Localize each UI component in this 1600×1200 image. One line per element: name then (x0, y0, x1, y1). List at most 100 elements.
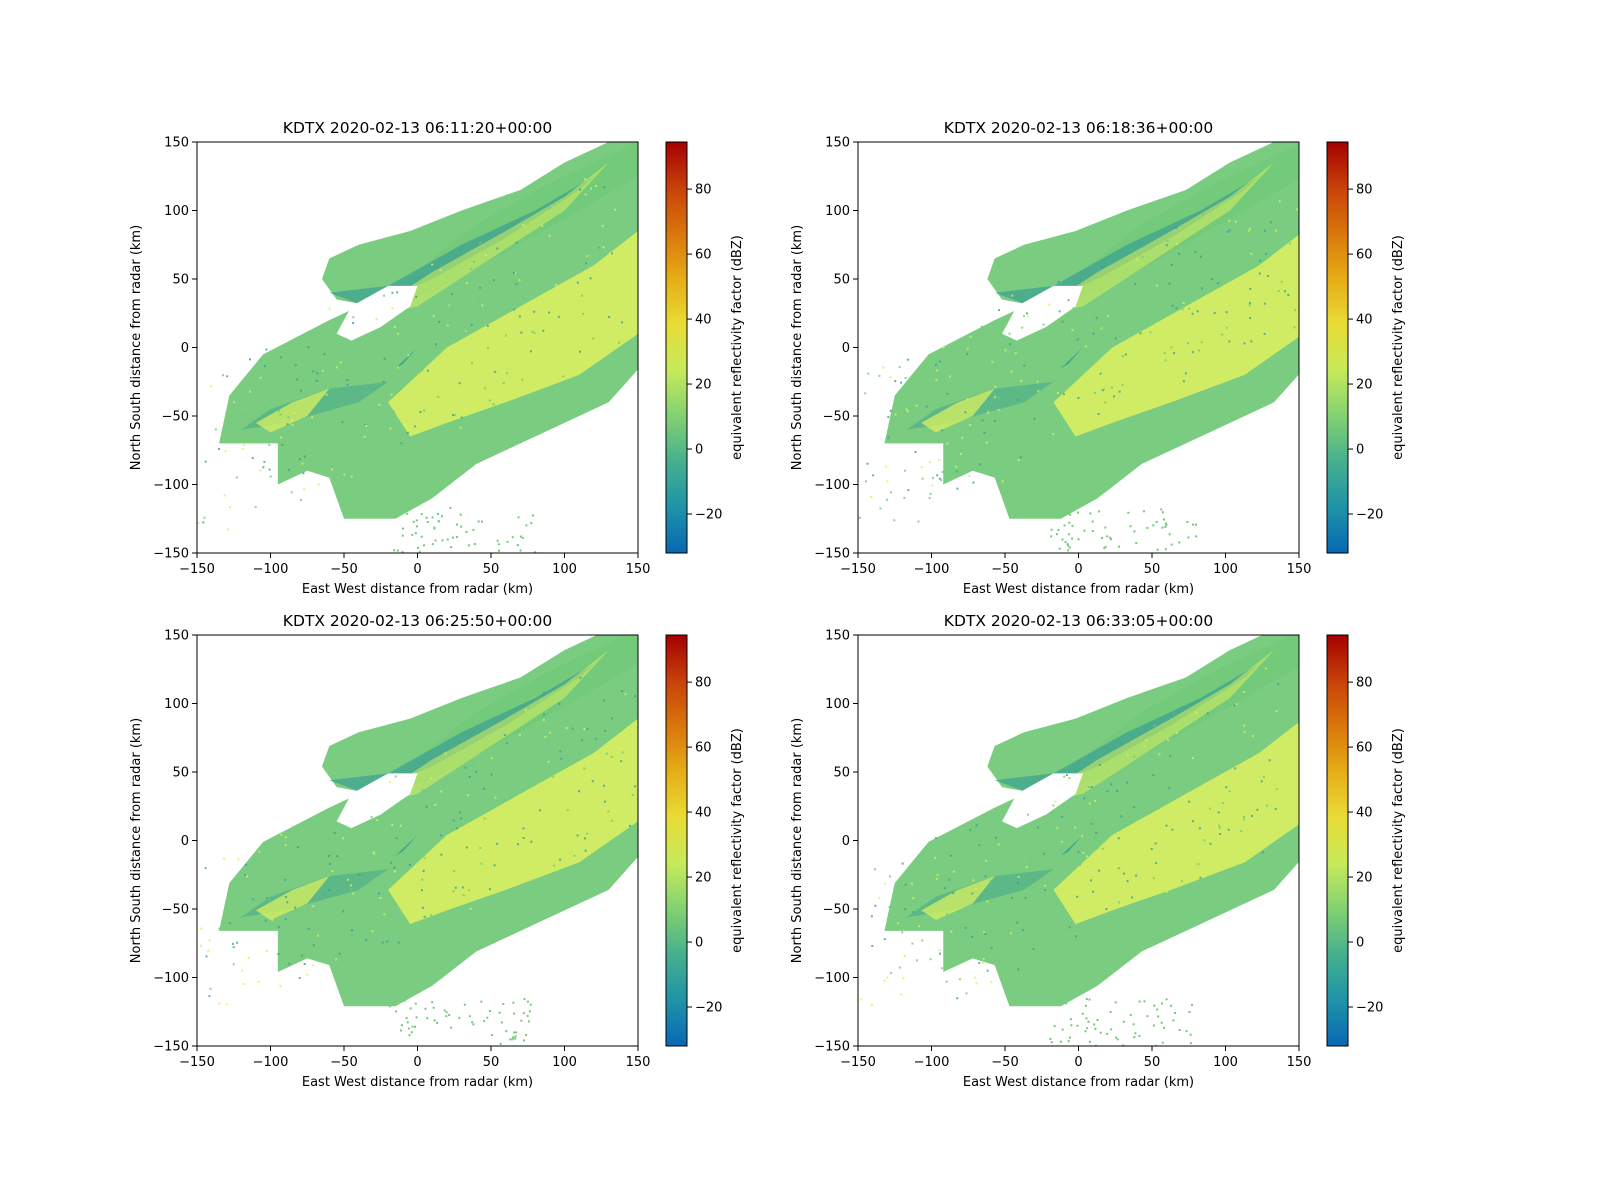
x-axis-label: East West distance from radar (km) (302, 1075, 533, 1090)
colorbar-tick-label: 20 (1356, 378, 1373, 393)
y-tick-label: 150 (825, 136, 850, 151)
y-axis-label: North South distance from radar (km) (129, 718, 144, 963)
colorbar: −20 0 20 40 60 80 equivalent reflectivity fact… (665, 141, 745, 554)
y-tick-label: 0 (842, 834, 850, 849)
echo-region (388, 231, 638, 437)
colorbar-tick-label: 80 (695, 183, 712, 198)
x-tick-label: 50 (483, 562, 500, 577)
colorbar-tick-label: 20 (1356, 871, 1373, 886)
y-tick-label: 50 (172, 273, 189, 288)
echo-region (884, 635, 1299, 1007)
colorbar-tick-label: −20 (695, 508, 722, 523)
x-tick-label: 0 (1074, 1055, 1082, 1070)
radar-panel-1: −150 −100 −50 0 50 100 150 −150 −100 −50 0 50 100 150… (129, 119, 745, 597)
echo-region (255, 876, 330, 920)
colorbar-tick-label: 20 (695, 378, 712, 393)
x-tick-label: −50 (330, 562, 357, 577)
colorbar-label: equivalent reflectivity factor (dBZ) (1391, 728, 1406, 953)
colorbar-gradient (665, 634, 688, 1047)
x-tick-label: −50 (991, 1055, 1018, 1070)
colorbar-tick-label: 60 (1356, 741, 1373, 756)
colorbar-tick-label: 20 (695, 871, 712, 886)
colorbar-tick-label: 0 (695, 936, 703, 951)
x-tick-label: 150 (1287, 1055, 1312, 1070)
colorbar-label: equivalent reflectivity factor (dBZ) (730, 728, 745, 953)
panel-title: KDTX 2020-02-13 06:18:36+00:00 (944, 119, 1213, 137)
y-tick-label: 0 (181, 341, 189, 356)
echo-region (336, 773, 418, 829)
x-tick-label: −150 (179, 1055, 215, 1070)
colorbar-tick-label: 40 (1356, 806, 1373, 821)
y-tick-label: 100 (164, 697, 189, 712)
echo-region (395, 821, 433, 856)
colorbar-tick-label: −20 (695, 1001, 722, 1016)
radar-panel-3: −150 −100 −50 0 50 100 150 −150 −100 −50 0 50 100 150… (129, 612, 745, 1090)
echo-region (388, 718, 638, 925)
y-tick-label: −150 (814, 1040, 850, 1055)
x-tick-label: 150 (626, 562, 651, 577)
colorbar-tick-label: 60 (695, 741, 712, 756)
echo-region (219, 635, 638, 1007)
x-axis-label: East West distance from radar (km) (963, 582, 1194, 597)
panel-title: KDTX 2020-02-13 06:25:50+00:00 (283, 612, 552, 630)
colorbar-tick-label: 80 (1356, 183, 1373, 198)
y-tick-label: −50 (162, 410, 189, 425)
echo-speckle (200, 676, 637, 1045)
y-tick-label: −100 (153, 478, 189, 493)
colorbar-label: equivalent reflectivity factor (dBZ) (1391, 235, 1406, 460)
x-tick-label: −50 (991, 562, 1018, 577)
echo-region (921, 876, 995, 920)
x-tick-label: −150 (179, 562, 215, 577)
reflectivity-field (860, 635, 1299, 1046)
echo-region (987, 635, 1299, 794)
y-tick-label: −150 (814, 547, 850, 562)
x-axis-label: East West distance from radar (km) (302, 582, 533, 597)
echo-region (358, 162, 609, 321)
x-tick-label: 0 (413, 1055, 421, 1070)
x-tick-label: −100 (914, 1055, 950, 1070)
y-tick-label: 50 (172, 766, 189, 781)
y-tick-label: −100 (814, 971, 850, 986)
y-tick-label: 100 (825, 204, 850, 219)
echo-region (321, 142, 638, 307)
x-tick-label: 100 (1213, 562, 1238, 577)
x-tick-label: −150 (840, 1055, 876, 1070)
y-tick-label: −100 (814, 478, 850, 493)
x-axis-label: East West distance from radar (km) (963, 1075, 1194, 1090)
colorbar-tick-label: 80 (1356, 676, 1373, 691)
colorbar-tick-label: 40 (695, 806, 712, 821)
colorbar-gradient (665, 141, 688, 554)
echo-region (1060, 821, 1098, 856)
echo-region (1002, 773, 1083, 829)
colorbar-tick-label: 40 (1356, 313, 1373, 328)
x-tick-label: 50 (1144, 1055, 1161, 1070)
echo-region (336, 285, 418, 341)
echo-region (321, 635, 638, 794)
colorbar-tick-label: 0 (1356, 443, 1364, 458)
y-tick-label: −100 (153, 971, 189, 986)
colorbar-gradient (1326, 634, 1349, 1047)
echo-region (395, 333, 433, 369)
y-tick-label: 100 (164, 204, 189, 219)
x-tick-label: 0 (413, 562, 421, 577)
reflectivity-field (197, 142, 638, 553)
echo-speckle (860, 662, 1293, 1046)
y-tick-label: 150 (164, 629, 189, 644)
colorbar-tick-label: −20 (1356, 1001, 1383, 1016)
colorbar-tick-label: 0 (1356, 936, 1364, 951)
colorbar: −20 0 20 40 60 80 equivalent reflectivity fact… (665, 634, 745, 1047)
y-tick-label: −150 (153, 1040, 189, 1055)
colorbar-tick-label: 40 (695, 313, 712, 328)
echo-region (358, 650, 609, 808)
panel-title: KDTX 2020-02-13 06:33:05+00:00 (944, 612, 1213, 630)
y-tick-label: 150 (825, 629, 850, 644)
y-tick-label: 150 (164, 136, 189, 151)
reflectivity-field (858, 142, 1299, 553)
x-tick-label: 0 (1074, 562, 1082, 577)
colorbar-tick-label: 60 (1356, 248, 1373, 263)
x-tick-label: 150 (1287, 562, 1312, 577)
echo-region (921, 388, 995, 433)
x-tick-label: 100 (552, 562, 577, 577)
echo-speckle (197, 178, 638, 553)
